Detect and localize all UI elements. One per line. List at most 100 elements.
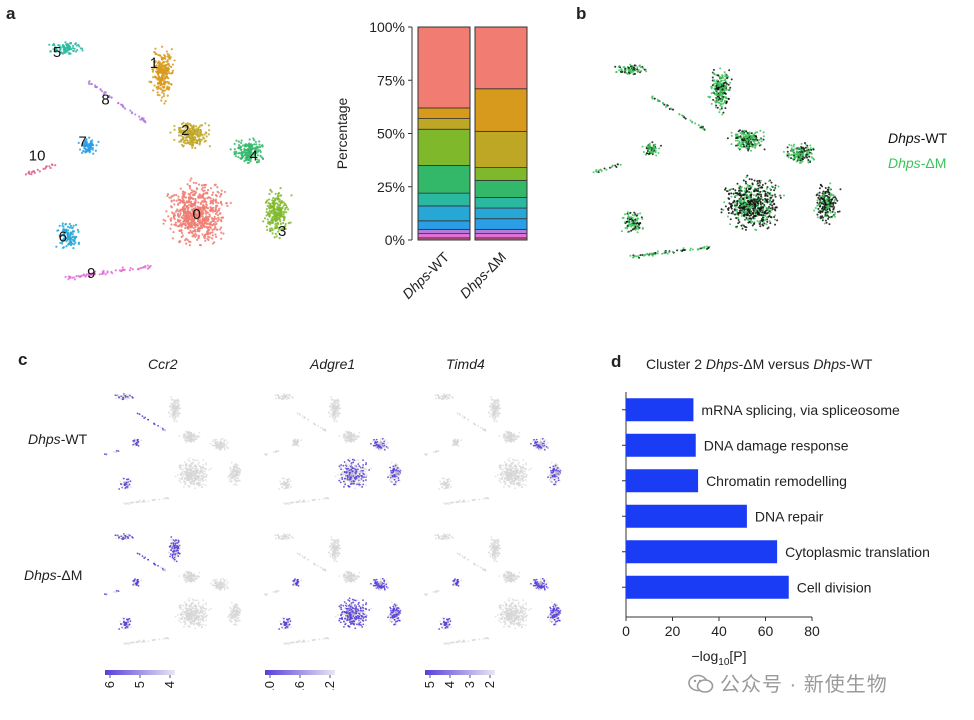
scale-tick-label: 3 [462, 681, 477, 688]
bar-segment-0 [417, 26, 471, 109]
y-tick-label: 50% [377, 126, 405, 142]
go-term-label: DNA repair [755, 508, 824, 524]
cluster-label-10: 10 [29, 147, 46, 164]
cluster-label-9: 9 [87, 265, 95, 282]
x-tick-label: 80 [804, 623, 820, 639]
bar-segment-2 [474, 130, 528, 168]
x-tick-label: 20 [665, 623, 681, 639]
bar-segment-6 [474, 207, 528, 220]
feature-plot-ccr2-wt [103, 393, 242, 506]
row-label-dm: Dhps-ΔM [24, 567, 83, 583]
color-scale-adgre1 [265, 670, 335, 675]
color-scale-ccr2 [105, 670, 175, 675]
y-tick-label: 100% [369, 19, 405, 35]
gene-label-adgre1: Adgre1 [310, 356, 356, 372]
y-tick-label: 25% [377, 179, 405, 195]
feature-plot-timd4-dm [423, 533, 562, 646]
bar-segment-2 [417, 118, 471, 130]
legend-item-wt: Dhps-WT [888, 130, 948, 146]
bar-outline [474, 26, 528, 241]
wechat-icon [688, 674, 714, 694]
go-bar [626, 540, 778, 564]
x-tick-label: Dhps-WT [399, 248, 452, 301]
cluster-label-6: 6 [59, 229, 67, 246]
watermark: 公众号 · 新使生物 [688, 668, 888, 697]
umap-b-points [592, 63, 842, 259]
cluster-label-1: 1 [150, 55, 158, 72]
cluster-label-0: 0 [193, 206, 201, 223]
panel-label-c: c [18, 350, 28, 369]
feature-plot-grid: 6542.01.61.25432 [102, 393, 562, 690]
go-term-label: Cytoplasmic translation [785, 544, 930, 560]
go-term-label: DNA damage response [704, 437, 849, 453]
go-term-label: Chromatin remodelling [706, 473, 847, 489]
cluster-label-2: 2 [181, 122, 189, 139]
cluster-label-5: 5 [53, 44, 61, 61]
bar-segment-9 [417, 233, 471, 239]
bar-segment-1 [417, 107, 471, 119]
panel-d-title: Cluster 2 Dhps-ΔM versus Dhps-WT [646, 356, 873, 372]
y-tick-label: 0% [385, 232, 405, 248]
color-scale-timd4 [425, 670, 495, 675]
bar-segment-8 [474, 228, 528, 235]
bar-outline [417, 26, 471, 241]
umap-genotype-plot [592, 63, 842, 259]
feature-plot-adgre1-dm [263, 533, 402, 646]
legend-item-dm: Dhps-ΔM [888, 155, 947, 171]
cluster-label-4: 4 [250, 147, 258, 164]
go-term-label: mRNA splicing, via spliceosome [701, 402, 900, 418]
go-bar [626, 575, 789, 599]
scale-tick-label: 5 [422, 681, 437, 688]
scale-tick-label: 2 [482, 681, 497, 688]
y-axis-label: Percentage [334, 97, 350, 169]
scale-tick-label: 4 [442, 681, 457, 688]
bar-segment-9 [474, 233, 528, 239]
bar-segment-7 [417, 220, 471, 230]
bar-segment-4 [417, 165, 471, 194]
go-term-label: Cell division [797, 579, 872, 595]
go-bar [626, 469, 699, 493]
x-tick-label: Dhps-ΔM [457, 249, 510, 302]
panel-label-a: a [6, 4, 16, 23]
legend-b: Dhps-WT Dhps-ΔM [888, 126, 947, 176]
bar-segment-6 [417, 205, 471, 222]
cluster-label-8: 8 [101, 91, 109, 108]
go-bar [626, 433, 696, 457]
scale-tick-label: 4 [162, 681, 177, 688]
bar-segment-1 [474, 88, 528, 132]
bar-segment-5 [417, 192, 471, 207]
bar-segment-4 [474, 179, 528, 198]
panel-label-b: b [576, 4, 587, 23]
panel-label-d: d [611, 352, 622, 371]
x-axis-label: −log10[P] [691, 648, 746, 668]
row-label-wt: Dhps-WT [28, 431, 88, 447]
y-tick-label: 75% [377, 72, 405, 88]
bar-segment-8 [417, 228, 471, 235]
go-bar-chart: mRNA splicing, via spliceosome DNA damage… [622, 392, 930, 668]
gene-label-timd4: Timd4 [446, 356, 485, 372]
bar-segment-0 [474, 26, 528, 90]
gene-label-ccr2: Ccr2 [148, 356, 178, 372]
scale-tick-label: 5 [132, 681, 147, 688]
feature-plot-ccr2-dm [103, 533, 242, 646]
x-tick-label: 0 [622, 623, 630, 639]
scale-tick-label: 1.2 [322, 681, 337, 690]
bar-segment-5 [474, 196, 528, 209]
x-tick-label: 60 [758, 623, 774, 639]
cluster-label-3: 3 [278, 223, 286, 240]
bar-segment-7 [474, 218, 528, 230]
feature-plot-adgre1-wt [263, 393, 402, 506]
cluster-label-7: 7 [79, 133, 87, 150]
umap-cluster-plot: 0 1 2 3 4 5 6 7 8 9 10 [24, 41, 293, 282]
scale-tick-label: 1.6 [292, 681, 307, 690]
umap-points [24, 41, 293, 281]
x-tick-label: 40 [711, 623, 727, 639]
scale-tick-label: 2.0 [262, 681, 277, 690]
go-bar [626, 398, 694, 422]
bar-segment-3 [474, 167, 528, 181]
go-bar [626, 504, 747, 528]
bar-segment-3 [417, 128, 471, 166]
scale-tick-label: 6 [102, 681, 117, 688]
feature-plot-timd4-wt [423, 393, 562, 506]
